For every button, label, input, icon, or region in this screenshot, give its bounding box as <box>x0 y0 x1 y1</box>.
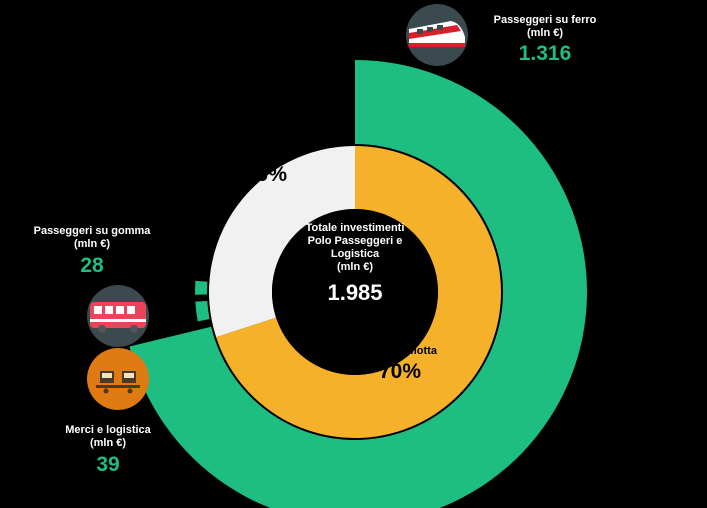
center-hole <box>272 209 438 375</box>
center-line4: (mln €) <box>336 261 374 273</box>
label-ferro-unit: (mln €) <box>526 27 564 39</box>
label-rinnovo-name: Rinnovo flotta <box>363 345 437 357</box>
center-line2: Polo Passeggeri e <box>307 235 403 247</box>
label-rinnovo-value: 70% <box>378 360 422 383</box>
label-merci-name: Merci e logistica <box>65 424 151 436</box>
label-gomma-unit: (mln €) <box>73 238 111 250</box>
freight-icon <box>87 348 149 410</box>
outer-slice-gomma <box>194 280 208 295</box>
center-line1: Totale investimenti <box>305 222 405 234</box>
label-gomma-name: Passeggeri su gomma <box>33 225 151 237</box>
center-line3: Logistica <box>330 248 380 260</box>
inner-ring <box>208 146 501 438</box>
outer-ring <box>129 60 587 508</box>
center-value: 1.985 <box>327 280 383 305</box>
value-gomma: 28 <box>80 254 104 277</box>
value-merci: 39 <box>96 453 120 476</box>
label-merci-unit: (mln €) <box>89 437 127 449</box>
outer-slice-ferro <box>129 60 587 508</box>
train-icon <box>406 4 468 66</box>
label-ferro-name: Passeggeri su ferro <box>493 14 597 26</box>
label-ferro: Passeggeri su ferro (mln €) <box>470 14 620 40</box>
inner-slice-altro <box>208 146 355 338</box>
label-merci: Merci e logistica (mln €) <box>28 424 188 450</box>
bus-icon <box>87 285 149 347</box>
label-altro-name: Altro <box>253 149 279 161</box>
label-altro-value: 30% <box>244 163 288 186</box>
value-ferro: 1.316 <box>518 42 572 65</box>
inner-slice-rinnovo <box>216 146 501 438</box>
center-label: Totale investimenti Polo Passeggeri e Lo… <box>280 222 430 274</box>
label-gomma: Passeggeri su gomma (mln €) <box>12 225 172 251</box>
outer-slice-merci <box>195 300 210 322</box>
